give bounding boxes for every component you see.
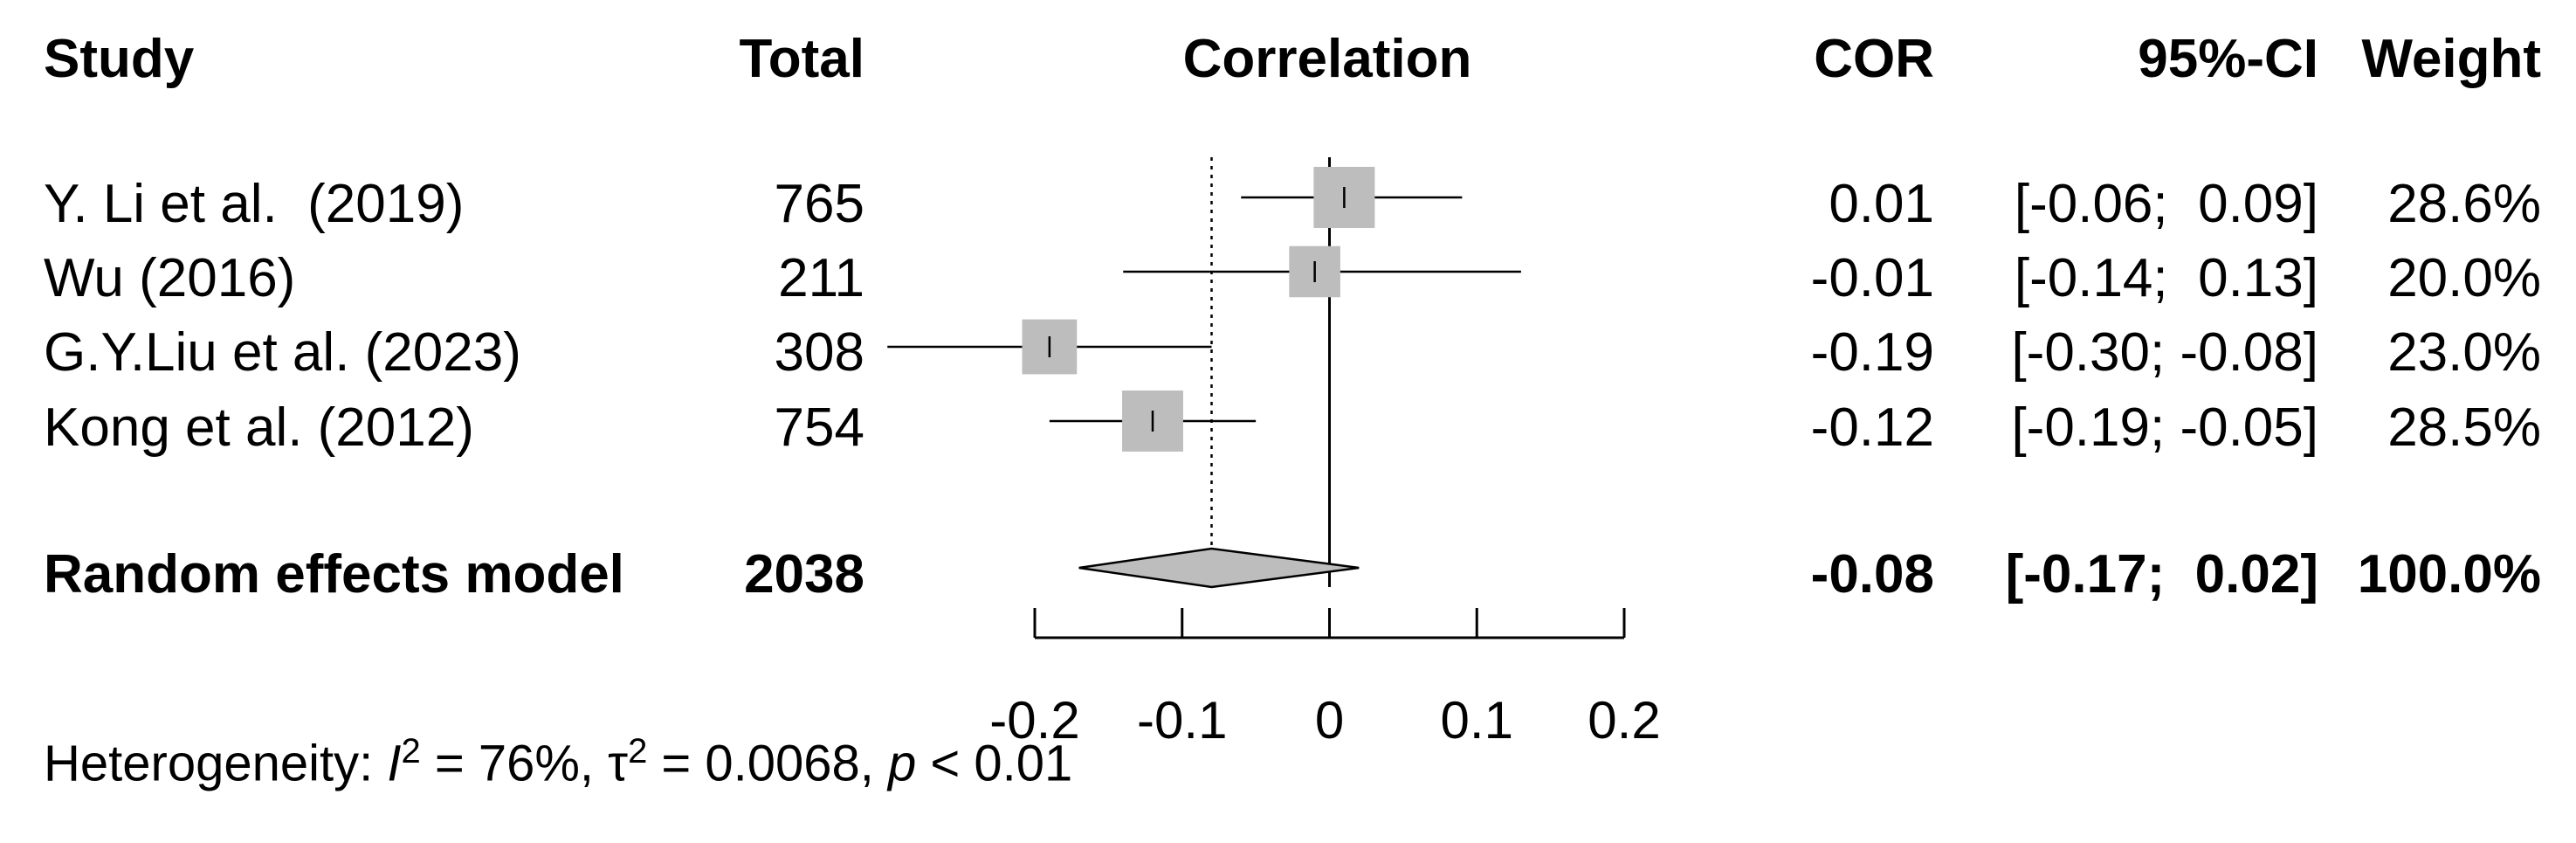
study-ci: [-0.30; -0.08] xyxy=(2011,322,2318,383)
study-ci: [-0.06; 0.09] xyxy=(2014,174,2318,234)
p-symbol: p xyxy=(888,735,917,792)
study-cor: 0.01 xyxy=(1829,174,1934,234)
study-total: 211 xyxy=(778,248,864,308)
heterogeneity-text: Heterogeneity: I2 = 76%, τ2 = 0.0068, p … xyxy=(44,734,1072,789)
tau-value: = 0.0068, xyxy=(647,735,889,792)
pooled-weight: 100.0% xyxy=(2357,544,2541,605)
study-cor: -0.12 xyxy=(1810,397,1934,458)
pooled-diamond xyxy=(1078,547,1360,589)
study-weight: 28.6% xyxy=(2387,174,2541,234)
header-total: Total xyxy=(739,29,865,89)
header-study: Study xyxy=(44,29,195,89)
study-name: Kong et al. (2012) xyxy=(44,397,474,458)
x-axis-tick-label: 0.2 xyxy=(1588,691,1660,750)
study-weight: 28.5% xyxy=(2387,397,2541,458)
header-cor: COR xyxy=(1814,29,1934,89)
header-correlation: Correlation xyxy=(1182,29,1472,89)
study-total: 754 xyxy=(774,397,864,458)
study-weight: 20.0% xyxy=(2387,248,2541,308)
pooled-cor: -0.08 xyxy=(1810,544,1934,605)
study-ci: [-0.14; 0.13] xyxy=(2014,248,2318,308)
study-cor: -0.01 xyxy=(1810,248,1934,308)
study-name: Wu (2016) xyxy=(44,248,296,308)
tau-symbol: τ xyxy=(608,735,629,792)
p-value: < 0.01 xyxy=(916,735,1073,792)
study-total: 765 xyxy=(774,174,864,234)
x-axis-tick-label: 0 xyxy=(1315,691,1344,750)
x-axis-tick-label: -0.2 xyxy=(989,691,1079,750)
study-ci: [-0.19; -0.05] xyxy=(2011,397,2318,458)
header-ci: 95%-CI xyxy=(2138,29,2318,89)
study-total: 308 xyxy=(774,322,864,383)
x-axis-tick-label: 0.1 xyxy=(1441,691,1513,750)
i-squared-value: = 76%, xyxy=(420,735,609,792)
i-squared-sup: 2 xyxy=(401,732,421,770)
pooled-ci: [-0.17; 0.02] xyxy=(2005,544,2318,605)
study-name: Y. Li et al. (2019) xyxy=(44,174,465,234)
study-weight: 23.0% xyxy=(2387,322,2541,383)
i-squared-symbol: I xyxy=(387,735,402,792)
x-axis-tick-label: -0.1 xyxy=(1137,691,1227,750)
header-weight: Weight xyxy=(2361,29,2542,89)
hetero-prefix: Heterogeneity: xyxy=(44,735,388,792)
study-name: G.Y.Liu et al. (2023) xyxy=(44,322,521,383)
tau-sup: 2 xyxy=(628,732,648,770)
study-cor: -0.19 xyxy=(1810,322,1934,383)
pooled-name: Random effects model xyxy=(44,544,624,605)
pooled-total: 2038 xyxy=(744,544,864,605)
